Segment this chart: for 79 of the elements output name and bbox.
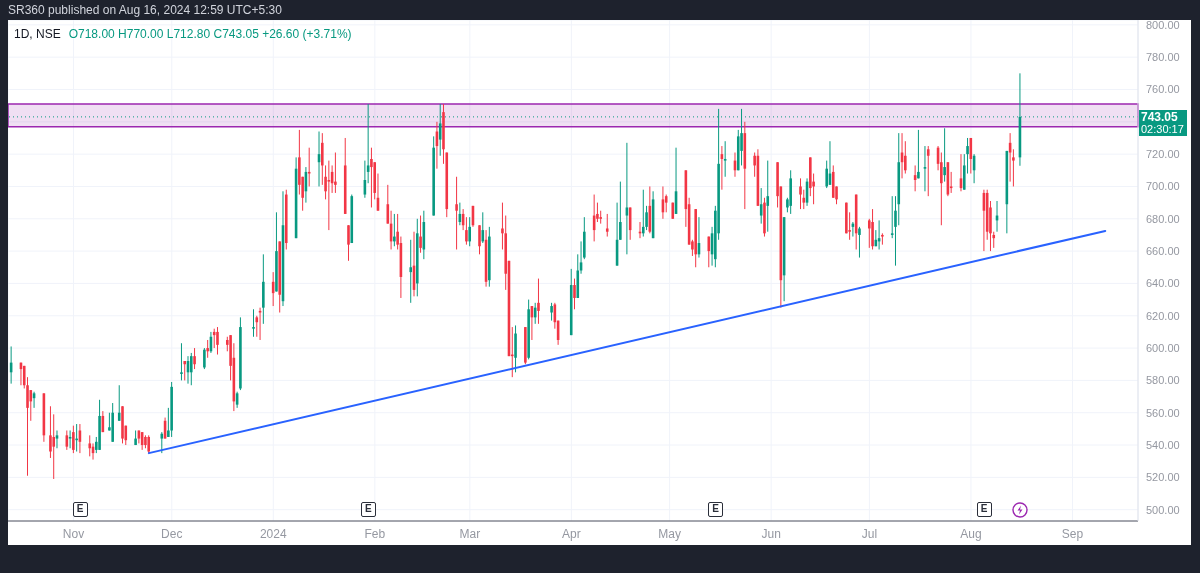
candlestick <box>455 176 458 250</box>
text: SR360 published on Aug 16, 2024 12:59 UTC+5:30 <box>8 3 282 17</box>
candlestick <box>481 211 485 244</box>
x-tick-label: Apr <box>562 526 581 541</box>
candlestick <box>327 160 331 231</box>
candlestick <box>881 232 884 246</box>
x-tick-label: Jul <box>861 526 878 541</box>
y-tick-label: 620.00 <box>1146 309 1180 322</box>
candlestick <box>766 160 770 233</box>
candlestick <box>334 152 337 194</box>
y-tick-label: 780.00 <box>1146 51 1180 64</box>
candlestick <box>465 216 468 246</box>
candlestick <box>641 189 645 238</box>
candlestick <box>723 140 727 178</box>
y-tick-label: 580.00 <box>1146 374 1180 387</box>
candlestick <box>193 347 196 370</box>
candlestick <box>619 181 622 241</box>
y-tick-label: 680.00 <box>1146 212 1180 225</box>
x-tick-label: 2024 <box>259 526 287 541</box>
y-tick-label: 720.00 <box>1146 148 1180 161</box>
candlestick <box>923 145 927 192</box>
y-tick-label: 560.00 <box>1146 406 1180 419</box>
candlestick <box>189 352 193 386</box>
x-tick-label: Feb <box>364 526 386 541</box>
candlestick <box>307 147 311 187</box>
candlestick <box>52 413 56 480</box>
candlestick <box>926 145 930 197</box>
candlestick <box>468 216 471 247</box>
annotation: E <box>976 502 992 517</box>
candlestick <box>573 278 576 310</box>
text: 1D, NSE <box>14 27 61 41</box>
text: 02:30:17 <box>1141 122 1185 135</box>
candlestick <box>183 360 187 381</box>
y-tick-label: 540.00 <box>1146 438 1180 451</box>
candlestick <box>55 430 59 449</box>
x-tick-label: Aug <box>960 526 982 541</box>
candlestick <box>605 213 609 238</box>
candlestick <box>917 129 920 179</box>
annotation: E <box>72 502 88 517</box>
candlestick <box>370 147 373 208</box>
candlestick <box>409 239 413 304</box>
candlestick <box>258 307 262 341</box>
x-tick-label: Mar <box>459 526 481 541</box>
annotation: E <box>360 502 376 517</box>
candlestick <box>117 384 121 422</box>
candlestick <box>419 215 422 254</box>
ref-line-label: 743.05 <box>1141 109 1179 124</box>
x-tick-label: Sep <box>1061 526 1084 541</box>
text: O718.00 H770.00 L712.80 C743.05 +26.60 (+3.71%) <box>68 27 352 41</box>
y-tick-label: 660.00 <box>1146 245 1180 258</box>
candlestick <box>943 127 946 183</box>
y-tick-label: 700.00 <box>1146 180 1180 193</box>
y-tick-label: 600.00 <box>1146 341 1180 354</box>
candlestick <box>252 308 255 338</box>
candlestick <box>393 213 396 247</box>
x-tick-label: May <box>658 526 681 541</box>
candlestick <box>88 434 92 457</box>
x-tick-label: Dec <box>161 526 183 541</box>
candlestick <box>858 226 861 259</box>
candlestick <box>478 224 481 255</box>
candlestick <box>29 389 33 422</box>
x-tick-label: Jun <box>761 526 781 541</box>
candlestick <box>707 236 711 268</box>
annotation: E <box>707 502 723 517</box>
y-tick-label: 520.00 <box>1146 471 1180 484</box>
y-tick-label: 800.00 <box>1146 18 1180 31</box>
candlestick <box>216 326 219 356</box>
candlestick <box>68 430 72 449</box>
candlestick <box>212 328 216 349</box>
candlestick <box>799 177 802 210</box>
candlestick <box>72 425 75 454</box>
y-tick-label: 640.00 <box>1146 277 1180 290</box>
y-tick-label: 500.00 <box>1146 503 1180 516</box>
candlestick <box>203 347 206 370</box>
y-tick-label: 760.00 <box>1146 83 1180 96</box>
candlestick <box>537 278 540 325</box>
candlestick <box>180 342 183 381</box>
candlestick <box>347 224 350 262</box>
x-tick-label: Nov <box>62 526 85 541</box>
